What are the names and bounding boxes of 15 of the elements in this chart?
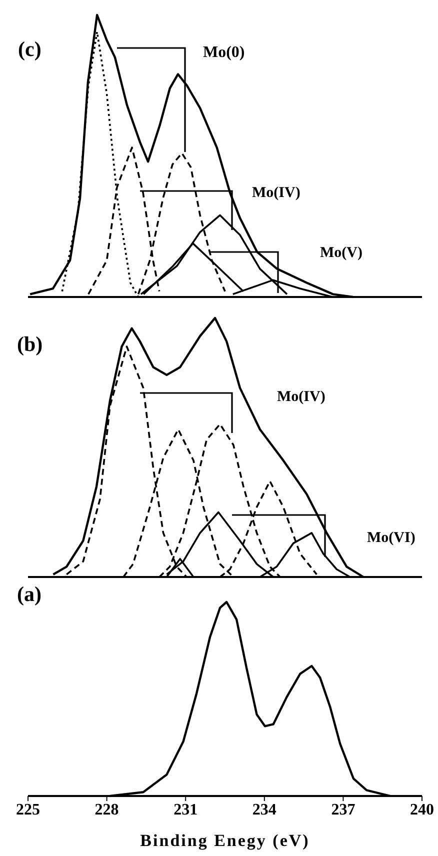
x-tick-label: 225: [16, 801, 40, 818]
annotation: Mo(VI): [367, 529, 416, 547]
x-tick-label: 231: [174, 801, 198, 818]
annotation: (b): [17, 332, 43, 358]
x-axis-title: Binding Enegy (eV): [140, 831, 310, 850]
annotation: Mo(V): [320, 244, 362, 262]
annotation: (c): [18, 37, 42, 63]
x-tick-label: 234: [252, 801, 276, 818]
annotation: (a): [17, 582, 42, 608]
x-tick-label: 228: [94, 801, 119, 818]
x-tick-label: 237: [331, 801, 356, 818]
annotation: Mo(IV): [277, 388, 326, 406]
annotation: Mo(IV): [252, 184, 300, 202]
x-tick-label: 240: [410, 801, 434, 818]
annotation: Mo(0): [203, 43, 245, 63]
